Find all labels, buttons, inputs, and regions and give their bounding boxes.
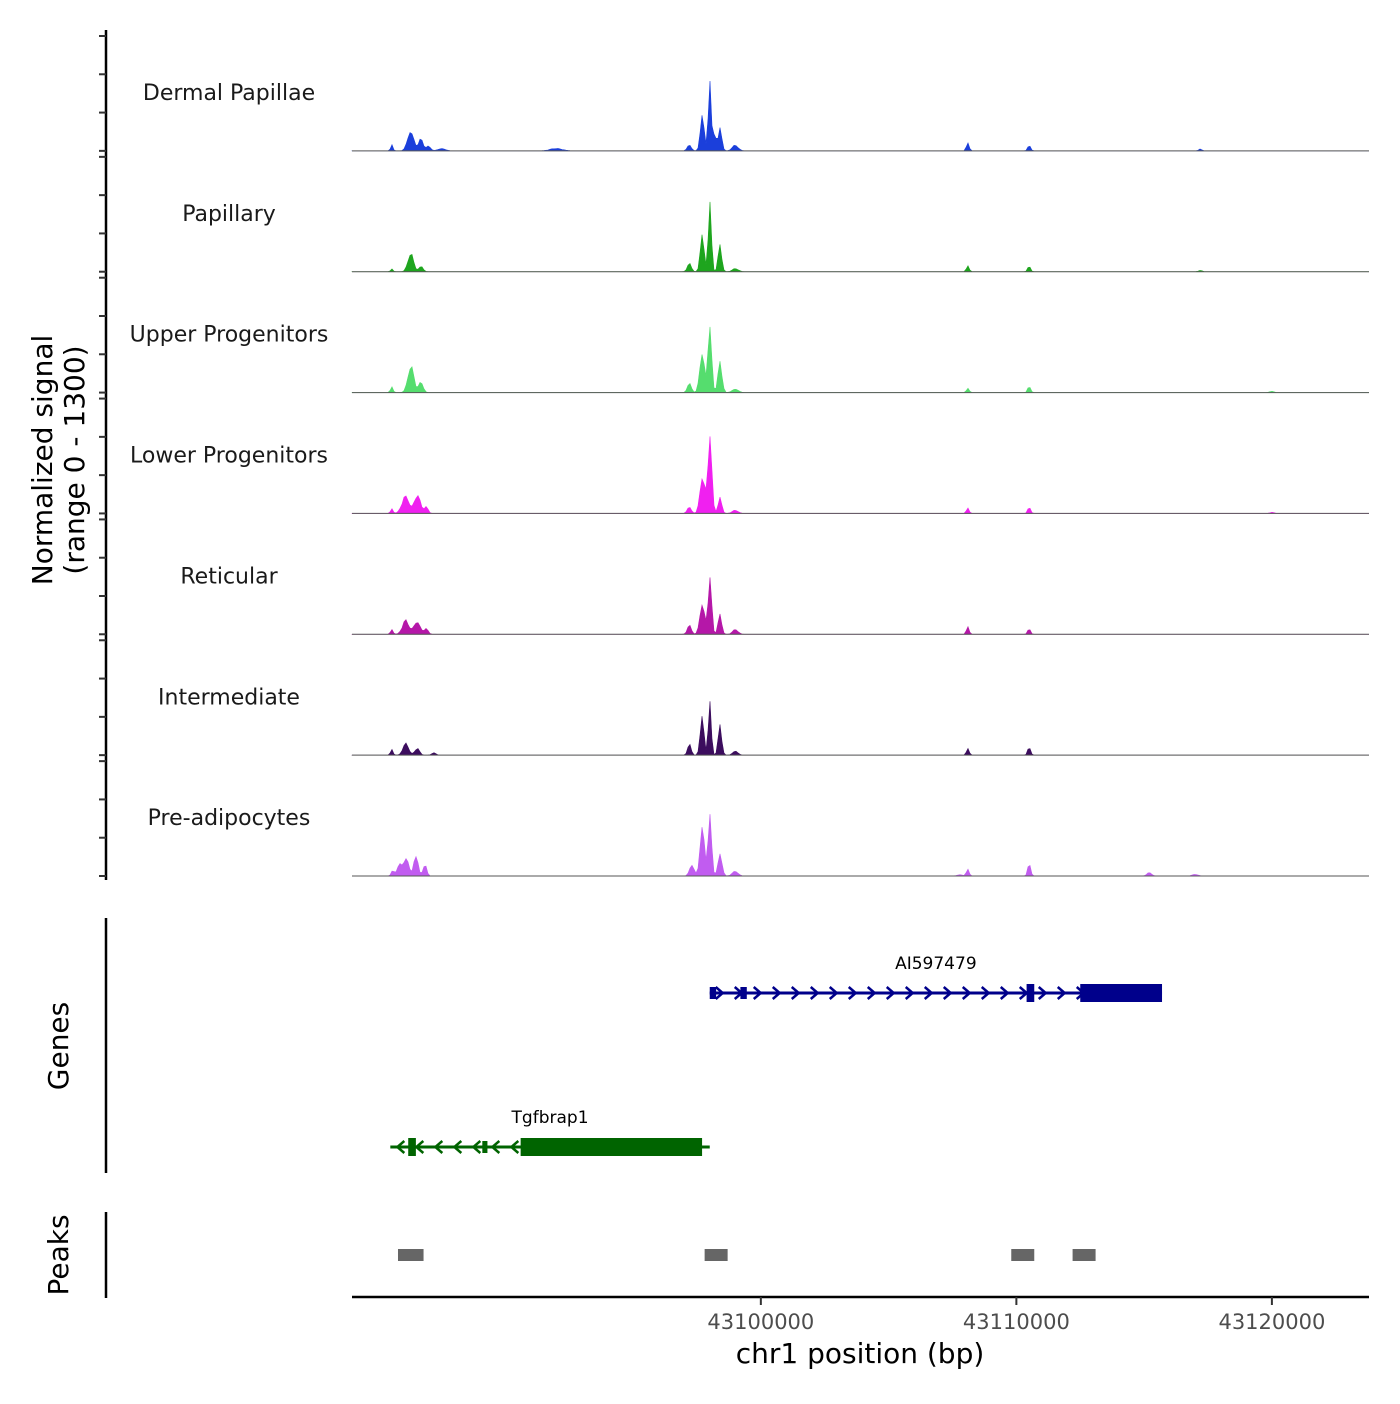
strand-chevron xyxy=(866,986,877,1000)
track-label: Reticular xyxy=(180,564,278,589)
track-pre-adipocytes: Pre-adipocytes xyxy=(148,806,1369,877)
strand-chevron xyxy=(847,986,858,1000)
gene-annotations: AI597479 Tgfbrap1 xyxy=(390,954,1163,1156)
strand-chevron xyxy=(828,986,839,1000)
track-intermediate: Intermediate xyxy=(158,685,1370,756)
x-axis-ticks: 43100000 43110000 43120000 xyxy=(707,1297,1325,1334)
exon-block xyxy=(482,1141,488,1153)
strand-chevron xyxy=(904,986,915,1000)
track-label: Papillary xyxy=(182,202,276,227)
track-label: Dermal Papillae xyxy=(143,81,315,106)
x-tick-label: 43100000 xyxy=(707,1310,814,1334)
signal-area xyxy=(351,201,1370,273)
track-label: Upper Progenitors xyxy=(130,323,329,348)
strand-chevron xyxy=(942,986,953,1000)
track-dermal-papillae: Dermal Papillae xyxy=(143,80,1370,152)
strand-chevron xyxy=(452,1140,463,1154)
exon-block xyxy=(520,1138,703,1156)
strand-chevron xyxy=(771,986,782,1000)
strand-chevron xyxy=(414,1140,425,1154)
strand-chevron xyxy=(490,1140,501,1154)
exon-block xyxy=(1026,984,1035,1002)
signal-area xyxy=(352,814,1369,877)
x-tick-label: 43120000 xyxy=(1218,1310,1325,1334)
gene-tgfbrap1: Tgfbrap1 xyxy=(390,1108,710,1156)
signal-area xyxy=(351,80,1370,152)
signal-area xyxy=(351,436,1370,514)
gene-ai597479: AI597479 xyxy=(709,954,1163,1002)
strand-chevron xyxy=(809,986,820,1000)
strand-chevron xyxy=(1037,986,1048,1000)
signal-axis-title-line2: (range 0 - 1300) xyxy=(58,345,91,574)
x-tick-label: 43110000 xyxy=(963,1310,1070,1334)
track-papillary: Papillary xyxy=(182,201,1370,273)
strand-chevron xyxy=(509,1140,520,1154)
exon-block xyxy=(740,987,747,999)
track-upper-progenitors: Upper Progenitors xyxy=(130,323,1370,394)
coverage-tracks: Dermal Papillae Papillary Upper Progenitor… xyxy=(130,80,1370,877)
gene-label: AI597479 xyxy=(895,954,977,974)
peak-region xyxy=(1011,1249,1035,1261)
exon-block xyxy=(1080,984,1163,1002)
peak-regions xyxy=(397,1249,1096,1261)
strand-chevron xyxy=(885,986,896,1000)
track-reticular: Reticular xyxy=(180,564,1370,635)
peak-region xyxy=(1072,1249,1096,1261)
signal-area xyxy=(351,326,1370,393)
peaks-axis-title: Peaks xyxy=(42,1214,75,1295)
strand-chevron xyxy=(961,986,972,1000)
strand-chevron xyxy=(752,986,763,1000)
strand-chevron xyxy=(1056,986,1067,1000)
signal-axis-ticks xyxy=(99,35,106,877)
signal-area xyxy=(351,701,1370,756)
peak-region xyxy=(397,1249,424,1261)
strand-chevron xyxy=(999,986,1010,1000)
strand-chevron xyxy=(471,1140,482,1154)
track-label: Pre-adipocytes xyxy=(148,806,311,831)
gene-label: Tgfbrap1 xyxy=(511,1108,589,1128)
track-label: Intermediate xyxy=(158,685,300,710)
peak-region xyxy=(704,1249,728,1261)
exon-block xyxy=(709,987,717,999)
signal-area xyxy=(351,577,1370,635)
genes-axis-title: Genes xyxy=(42,1002,75,1090)
strand-chevron xyxy=(395,1140,406,1154)
strand-chevron xyxy=(980,986,991,1000)
strand-chevron xyxy=(790,986,801,1000)
track-label: Lower Progenitors xyxy=(130,444,328,469)
x-axis-title: chr1 position (bp) xyxy=(736,1337,985,1370)
strand-chevron xyxy=(714,986,725,1000)
strand-chevron xyxy=(433,1140,444,1154)
signal-axis-title-line1: Normalized signal xyxy=(26,335,59,586)
strand-chevron xyxy=(923,986,934,1000)
exon-block xyxy=(408,1138,416,1156)
track-lower-progenitors: Lower Progenitors xyxy=(130,436,1370,514)
